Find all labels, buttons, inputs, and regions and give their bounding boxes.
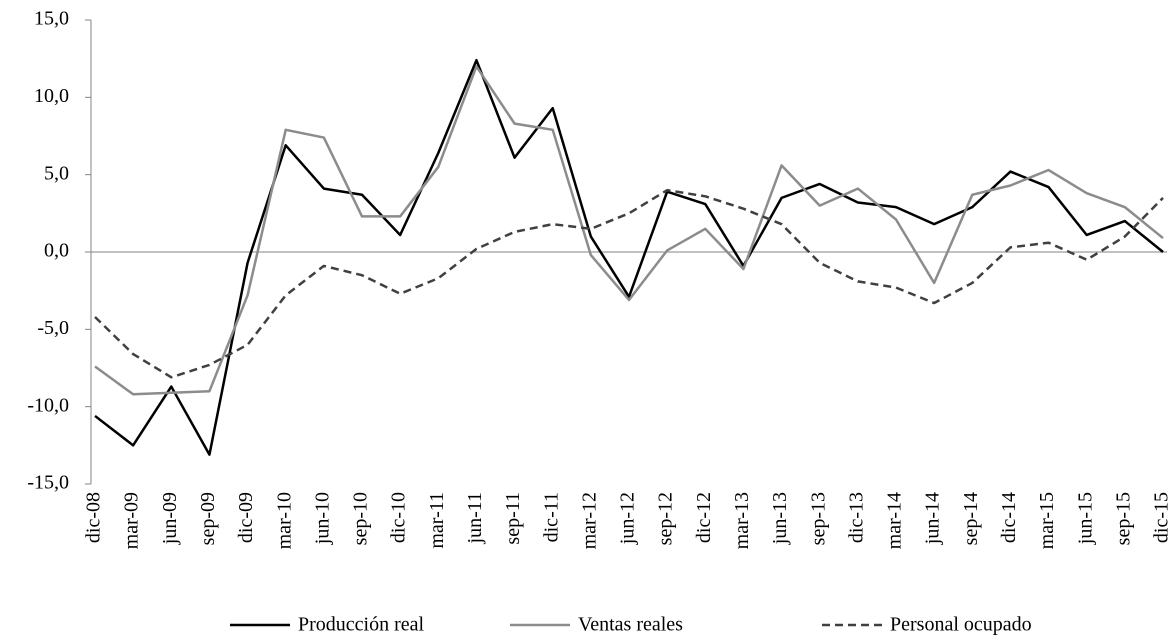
x-tick-label: mar-11 bbox=[426, 492, 448, 549]
x-tick-label: sep-13 bbox=[807, 492, 829, 545]
x-tick-label: dic-13 bbox=[845, 492, 867, 543]
x-tick-label: jun-15 bbox=[1074, 492, 1096, 545]
x-tick-label: dic-08 bbox=[83, 492, 105, 543]
x-tick-label: dic-12 bbox=[693, 492, 715, 543]
x-tick-label: mar-13 bbox=[731, 492, 753, 549]
x-tick-label: sep-12 bbox=[655, 492, 677, 545]
x-tick-label: mar-14 bbox=[884, 492, 906, 549]
y-tick-label: -15,0 bbox=[27, 472, 69, 494]
x-tick-label: dic-11 bbox=[540, 492, 562, 542]
x-tick-label: jun-10 bbox=[311, 492, 333, 545]
x-tick-label: dic-14 bbox=[998, 492, 1020, 543]
legend-label: Producción real bbox=[298, 614, 425, 636]
x-tick-label: jun-13 bbox=[769, 492, 791, 545]
x-tick-label: sep-14 bbox=[960, 492, 982, 545]
legend-label: Ventas reales bbox=[578, 614, 683, 636]
x-tick-label: mar-10 bbox=[273, 492, 295, 549]
x-tick-label: mar-09 bbox=[121, 492, 143, 549]
x-tick-label: jun-12 bbox=[617, 492, 639, 545]
x-tick-label: dic-10 bbox=[388, 492, 410, 543]
x-tick-label: sep-11 bbox=[502, 492, 524, 545]
y-tick-label: 15,0 bbox=[34, 8, 69, 30]
legend-label: Personal ocupado bbox=[890, 614, 1032, 636]
x-tick-label: mar-15 bbox=[1036, 492, 1058, 549]
x-tick-label: jun-14 bbox=[922, 492, 944, 545]
x-tick-label: jun-11 bbox=[464, 492, 486, 544]
series-line bbox=[94, 188, 1164, 379]
x-tick-label: sep-09 bbox=[197, 492, 219, 545]
y-tick-label: 5,0 bbox=[44, 162, 69, 184]
x-tick-label: mar-12 bbox=[578, 492, 600, 549]
x-tick-label: dic-15 bbox=[1151, 492, 1173, 543]
series-line bbox=[94, 65, 1164, 396]
x-tick-label: sep-15 bbox=[1112, 492, 1134, 545]
y-tick-label: -5,0 bbox=[37, 317, 69, 339]
y-tick-label: -10,0 bbox=[27, 394, 69, 416]
x-tick-label: dic-09 bbox=[235, 492, 257, 543]
x-tick-label: sep-10 bbox=[350, 492, 372, 545]
y-tick-label: 10,0 bbox=[34, 85, 69, 107]
x-tick-label: jun-09 bbox=[159, 492, 181, 545]
y-tick-label: 0,0 bbox=[44, 240, 69, 262]
